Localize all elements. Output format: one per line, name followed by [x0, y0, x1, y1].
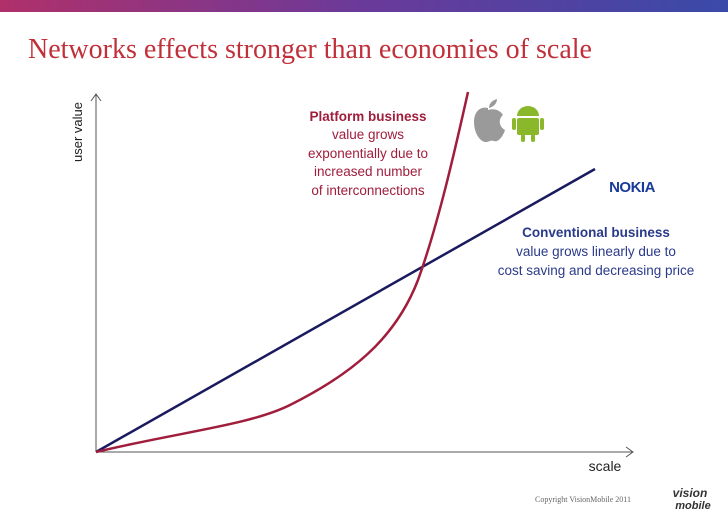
linear-line: [95, 167, 596, 454]
exponential-curve: [95, 91, 470, 454]
nokia-logo: NOKIA: [609, 179, 656, 196]
y-label: user value: [70, 102, 85, 162]
platform-line: exponentially due to: [308, 146, 428, 161]
platform-line: increased number: [314, 164, 423, 179]
conventional-title: Conventional business: [522, 225, 670, 240]
platform-note: Platform business value grows exponentia…: [308, 109, 428, 198]
android-icon: [512, 106, 544, 142]
platform-line: value grows: [332, 127, 404, 142]
brand-logo: vision mobile: [673, 486, 711, 512]
x-label: scale: [589, 458, 622, 474]
copyright: Copyright VisionMobile 2011: [535, 495, 631, 504]
conventional-line: value grows linearly due to: [516, 244, 676, 259]
apple-icon: [474, 99, 505, 143]
top-bar: [0, 0, 728, 12]
platform-line: of interconnections: [311, 183, 425, 198]
platform-title: Platform business: [309, 109, 426, 124]
brand-word: vision: [673, 486, 708, 500]
axes: [90, 93, 634, 458]
conventional-line: cost saving and decreasing price: [498, 263, 695, 278]
y-arrow: [90, 93, 102, 102]
x-arrow: [625, 446, 634, 458]
title: Networks effects stronger than economies…: [28, 34, 592, 65]
conventional-note: Conventional business value grows linear…: [498, 225, 695, 278]
brand-word: mobile: [675, 500, 710, 512]
